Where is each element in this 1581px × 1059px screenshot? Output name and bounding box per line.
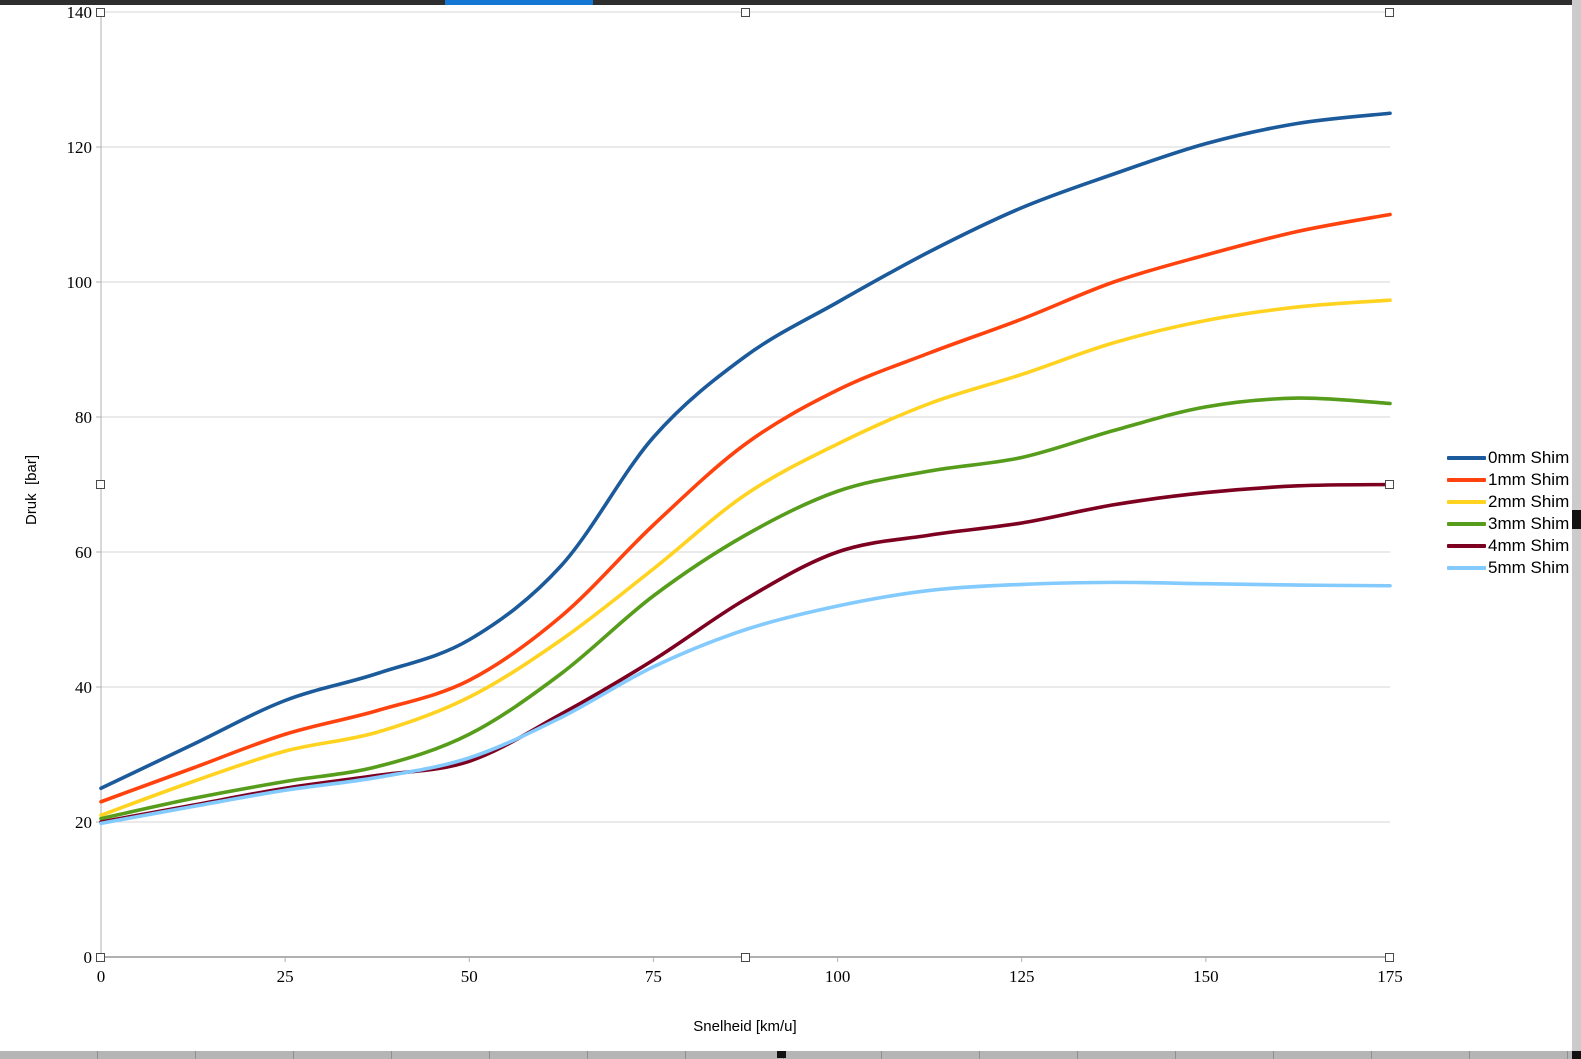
svg-text:40: 40 (75, 678, 92, 697)
selection-handle-top-left[interactable] (96, 8, 105, 17)
selection-handle-bottom-right[interactable] (1385, 953, 1394, 962)
selection-handle-bottom-center[interactable] (741, 953, 750, 962)
legend-key-line (1447, 566, 1486, 570)
selection-handle-bottom-left[interactable] (96, 953, 105, 962)
legend-item-1mm-shim[interactable]: 1mm Shim (1447, 469, 1569, 491)
legend-item-3mm-shim[interactable]: 3mm Shim (1447, 513, 1569, 535)
sheet-corner-marker (1572, 1051, 1581, 1059)
axes (96, 11, 1391, 962)
chart-legend[interactable]: 0mm Shim 1mm Shim 2mm Shim 3mm Shim 4mm … (1447, 447, 1569, 579)
series-lines[interactable] (99, 111, 1392, 826)
y-gridlines (101, 11, 1390, 823)
svg-text:0: 0 (84, 948, 93, 967)
bottom-sheet-edge-bar (0, 1051, 1581, 1059)
svg-text:100: 100 (825, 967, 851, 986)
top-edge-bar (0, 0, 1581, 5)
legend-item-4mm-shim[interactable]: 4mm Shim (1447, 535, 1569, 557)
svg-text:80: 80 (75, 408, 92, 427)
x-axis-title: Snelheid [km/u] (693, 1018, 797, 1035)
svg-text:120: 120 (67, 138, 93, 157)
top-edge-accent-segment (445, 0, 593, 5)
legend-key-line (1447, 456, 1486, 460)
svg-text:100: 100 (67, 273, 93, 292)
selection-handle-top-right[interactable] (1385, 8, 1394, 17)
legend-key-line (1447, 544, 1486, 548)
svg-text:125: 125 (1009, 967, 1035, 986)
legend-item-0mm-shim[interactable]: 0mm Shim (1447, 447, 1569, 469)
legend-item-5mm-shim[interactable]: 5mm Shim (1447, 557, 1569, 579)
svg-text:50: 50 (461, 967, 478, 986)
selection-handle-mid-left[interactable] (96, 480, 105, 489)
legend-key-line (1447, 522, 1486, 526)
sheet-break-marker (777, 1051, 786, 1058)
x-axis-tick-labels: 0 25 50 75 100 125 150 175 (97, 967, 1403, 986)
svg-text:175: 175 (1377, 967, 1403, 986)
legend-key-line (1447, 478, 1486, 482)
svg-text:25: 25 (277, 967, 294, 986)
svg-text:140: 140 (67, 3, 93, 22)
svg-text:75: 75 (645, 967, 662, 986)
y-axis-tick-labels: 0 20 40 60 80 100 120 140 (67, 3, 93, 967)
svg-text:60: 60 (75, 543, 92, 562)
legend-item-2mm-shim[interactable]: 2mm Shim (1447, 491, 1569, 513)
svg-text:0: 0 (97, 967, 106, 986)
scrollbar-mark[interactable] (1572, 510, 1581, 529)
svg-text:150: 150 (1193, 967, 1219, 986)
vertical-scrollbar[interactable] (1572, 0, 1581, 1059)
legend-key-line (1447, 500, 1486, 504)
y-axis-title: Druk [bar] (23, 454, 40, 526)
selection-handle-top-center[interactable] (741, 8, 750, 17)
svg-text:20: 20 (75, 813, 92, 832)
selection-handle-mid-right[interactable] (1385, 480, 1394, 489)
